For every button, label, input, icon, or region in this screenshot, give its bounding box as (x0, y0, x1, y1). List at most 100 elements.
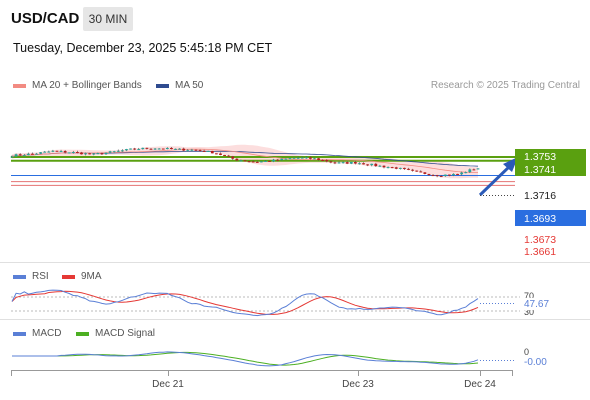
candle-body (411, 169, 414, 171)
candle-body (161, 148, 165, 150)
candle-body (174, 148, 177, 150)
candle-body (235, 158, 239, 161)
legend-macd-signal-label: MACD Signal (95, 328, 156, 339)
candle-body (129, 148, 132, 150)
candle-body (141, 147, 145, 150)
x-axis: Dec 21 Dec 23 Dec 24 (11, 370, 513, 390)
interval-badge[interactable]: 30 MIN (83, 7, 133, 31)
candle-body (153, 148, 157, 150)
candle-body (14, 154, 18, 157)
candle-body (374, 163, 378, 167)
candle-body (31, 153, 34, 155)
price-levels (11, 156, 515, 186)
legend-rsi: RSI (13, 271, 49, 282)
chart-datetime: Tuesday, December 23, 2025 5:45:18 PM CE… (13, 41, 273, 55)
candle-body (288, 158, 292, 160)
candle-body (22, 155, 26, 157)
support-label-1: 1.3673 (524, 234, 556, 246)
candle-body (125, 149, 128, 151)
pivot-label: 1.3693 (524, 213, 556, 225)
candle-body (120, 150, 124, 152)
candle-body (10, 156, 14, 158)
candle-body (231, 156, 235, 159)
candle-body (268, 160, 271, 162)
candle-body (264, 160, 267, 162)
candle-body (349, 162, 353, 164)
resistance-label-1: 1.3753 (524, 151, 556, 163)
candle-body (43, 151, 47, 153)
legend-ma50: MA 50 (156, 80, 203, 91)
candle-body (76, 151, 79, 153)
candle-body (468, 169, 472, 173)
candle-body (18, 154, 22, 156)
candle-body (202, 150, 206, 152)
candle-body (63, 150, 67, 153)
current-price-label: 1.3716 (524, 190, 556, 202)
candle-body (165, 147, 169, 150)
candle-body (419, 171, 423, 173)
candle-body (296, 157, 300, 159)
legend-ma20: MA 20 + Bollinger Bands (13, 80, 142, 91)
candle-body (476, 168, 480, 170)
candle-body (251, 161, 255, 163)
candle-body (133, 148, 137, 150)
candle-body (452, 173, 455, 176)
ma9-swatch (62, 274, 75, 279)
candle-body (88, 153, 92, 155)
candle-body (313, 158, 316, 160)
macd-zero-label: 0 (524, 347, 529, 357)
candle-body (104, 152, 108, 155)
candle-body (403, 167, 406, 169)
candle-body (71, 151, 75, 153)
candle-body (333, 162, 337, 164)
candle-body (472, 169, 476, 171)
rsi-value-bg (520, 298, 560, 310)
candle-body (447, 174, 451, 176)
rsi-level-30: 30 (524, 307, 534, 317)
candle-body (108, 151, 112, 153)
candle-body (464, 172, 468, 174)
legend-macd: MACD (13, 328, 61, 339)
rsi-panel: 70 30 47.67 (11, 289, 560, 317)
candle-body (435, 175, 439, 177)
candles (10, 147, 480, 178)
candle-body (390, 167, 394, 169)
candle-body (194, 149, 198, 151)
legend-macd-signal: MACD Signal (76, 328, 155, 339)
resistance-box-2 (515, 163, 586, 176)
candle-body (100, 153, 104, 155)
candle-body (243, 160, 247, 162)
candle-body (292, 157, 296, 159)
candle-body (59, 150, 63, 152)
candle-body (47, 151, 51, 153)
ma20-swatch (13, 83, 26, 88)
candle-body (116, 150, 120, 152)
credit-text: Research © 2025 Trading Central (430, 80, 580, 91)
candle-body (309, 157, 312, 159)
candle-body (198, 150, 202, 152)
candle-body (439, 176, 443, 178)
resistance-label-2: 1.3741 (524, 164, 556, 176)
legend-macd-label: MACD (32, 328, 62, 339)
price-axis: 1.3753 1.3741 1.3716 1.3693 1.3673 1.366… (480, 149, 586, 258)
candle-body (407, 168, 410, 170)
current-price-box (515, 187, 586, 203)
candle-body (259, 161, 263, 163)
candle-body (149, 148, 153, 150)
candle-body (112, 151, 116, 153)
candle-body (427, 173, 431, 176)
candle-body (227, 155, 231, 157)
candle-body (353, 162, 357, 164)
symbol-title: USD/CAD (11, 10, 80, 27)
candle-body (186, 150, 190, 152)
candle-body (366, 164, 370, 166)
candle-body (456, 173, 459, 175)
candle-body (190, 149, 194, 151)
candle-body (280, 158, 284, 161)
legend-ma50-label: MA 50 (175, 80, 204, 91)
candle-body (182, 148, 186, 151)
candle-body (55, 150, 59, 152)
pivot-box (515, 210, 586, 226)
candle-body (284, 158, 288, 160)
